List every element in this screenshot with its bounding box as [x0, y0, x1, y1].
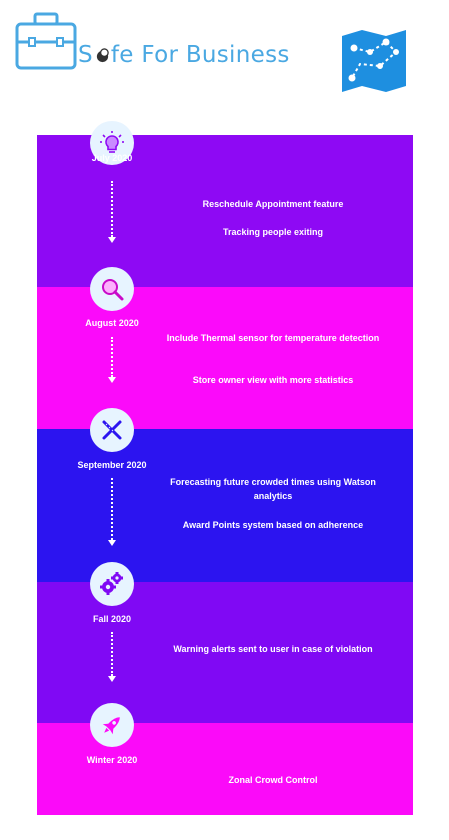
brand-prefix: S — [78, 42, 93, 68]
feature-item: Zonal Crowd Control — [228, 775, 318, 785]
timeline-connector — [111, 337, 115, 377]
briefcase-icon — [15, 12, 77, 70]
milestone-fall: Fall 2020 Warning alerts sent to user in… — [37, 562, 413, 723]
milestone-date: August 2020 — [85, 318, 139, 328]
brand-rest: fe For Business — [110, 42, 290, 68]
milestone-date: Fall 2020 — [92, 614, 132, 624]
arrow-down-icon — [108, 540, 116, 546]
arrow-down-icon — [108, 377, 116, 383]
feature-item: Store owner view with more statistics — [192, 375, 354, 385]
feature-item: Award Points system based on adherence — [182, 520, 364, 530]
milestone-date: July 2020 — [91, 153, 133, 163]
timeline-connector — [111, 181, 115, 237]
lightbulb-icon — [90, 121, 134, 165]
milestone-date: Winter 2020 — [86, 755, 138, 765]
rocket-icon — [90, 703, 134, 747]
arrow-down-icon — [108, 237, 116, 243]
magnifier-icon — [90, 267, 134, 311]
map-route-icon — [342, 30, 406, 92]
shield-heart-icon — [96, 48, 109, 63]
milestone-september: September 2020 Forecasting future crowde… — [37, 408, 413, 582]
tools-icon — [90, 408, 134, 452]
feature-item: Forecasting future crowded times using W… — [170, 477, 376, 501]
timeline-connector — [111, 632, 115, 676]
feature-item: Warning alerts sent to user in case of v… — [173, 644, 373, 654]
milestone-date: September 2020 — [77, 460, 147, 470]
milestone-august: August 2020 Include Thermal sensor for t… — [37, 267, 413, 429]
feature-item: Reschedule Appointment feature — [202, 199, 344, 209]
arrow-down-icon — [108, 676, 116, 682]
milestone-july: July 2020 Reschedule Appointment feature… — [37, 121, 413, 287]
milestone-winter: Winter 2020 Zonal Crowd Control — [37, 703, 413, 815]
feature-item: Tracking people exiting — [222, 227, 324, 237]
feature-item: Include Thermal sensor for temperature d… — [166, 333, 380, 343]
roadmap-timeline: July 2020 Reschedule Appointment feature… — [37, 121, 413, 815]
timeline-connector — [111, 478, 115, 540]
gears-icon — [90, 562, 134, 606]
